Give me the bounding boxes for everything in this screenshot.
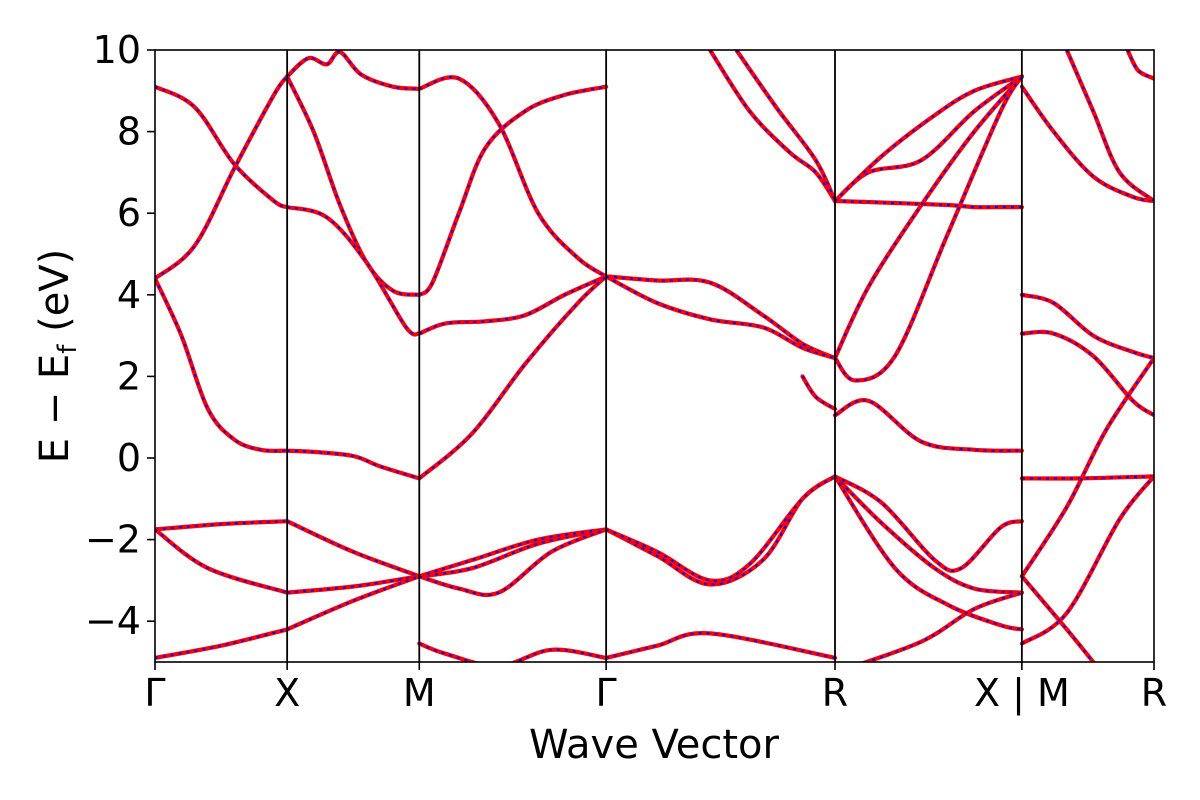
band-line-blue-dashed	[418, 275, 607, 480]
band-line-blue-dashed	[418, 275, 607, 335]
band-line-red	[1019, 292, 1154, 361]
band-line-blue-dashed	[286, 206, 420, 336]
band-line-red	[832, 74, 1024, 204]
x-tick-label: X | M	[974, 671, 1070, 716]
y-tick-label: 10	[93, 28, 141, 72]
band-line-red	[800, 374, 838, 412]
band-line-blue-dashed	[155, 520, 288, 531]
band-line-red	[1019, 574, 1096, 662]
band-line-blue-dashed	[834, 475, 1022, 594]
band-line-red	[285, 448, 422, 481]
band-line-blue-dashed	[1021, 293, 1154, 359]
y-axis: −4 −2 0 2 4 6 8 10	[85, 28, 155, 643]
x-tick-label: Γ	[144, 671, 165, 715]
x-axis: Γ X M Γ R X | M R	[144, 662, 1167, 716]
band-line-red	[155, 627, 290, 660]
band-line-red	[604, 274, 838, 361]
band-line-red	[832, 74, 1024, 383]
band-line-red	[707, 50, 838, 204]
band-line-red	[285, 50, 422, 91]
band-line-red	[604, 274, 838, 361]
band-line-blue-dashed	[286, 575, 420, 631]
band-line-red	[417, 84, 609, 297]
y-tick-label: 2	[117, 354, 141, 398]
band-line-red	[832, 398, 1024, 453]
kpath-vertical-lines	[286, 50, 1023, 662]
band-line-red	[417, 274, 609, 481]
band-line-red	[1125, 50, 1154, 81]
band-line-red	[285, 519, 422, 579]
x-tick-label: X	[274, 671, 300, 715]
band-line-blue-dashed	[605, 475, 836, 582]
band-line-blue-dashed	[155, 528, 288, 594]
band-line-blue-dashed	[287, 449, 420, 480]
band-line-red	[1019, 474, 1154, 646]
x-tick-label: Γ	[596, 671, 617, 715]
x-tick-label: M	[403, 671, 436, 715]
band-line-blue-dashed	[155, 278, 288, 452]
x-axis-title: Wave Vector	[529, 722, 780, 768]
band-line-blue-dashed	[834, 475, 1023, 631]
band-line-blue-dashed	[155, 75, 288, 280]
band-line-red	[1019, 329, 1154, 418]
y-axis-title-main: E − E	[32, 354, 78, 464]
band-line-blue-dashed	[419, 528, 607, 578]
band-line-blue-dashed	[801, 375, 836, 410]
band-line-red	[155, 527, 290, 595]
band-line-blue-dashed	[286, 76, 420, 296]
band-line-blue-dashed	[834, 75, 1023, 359]
y-tick-label: 8	[117, 110, 141, 154]
y-tick-label: 6	[117, 191, 141, 235]
band-line-blue-dashed	[863, 591, 1023, 662]
y-axis-title: E − Ef (eV)	[32, 249, 83, 464]
y-tick-label: −2	[85, 518, 141, 562]
y-tick-label: −4	[85, 599, 141, 643]
x-tick-label: R	[822, 671, 848, 715]
band-line-red	[1019, 355, 1154, 579]
y-axis-title-unit: (eV)	[32, 249, 78, 345]
band-line-blue-dashed	[605, 475, 836, 586]
band-line-blue-dashed	[1021, 475, 1154, 645]
band-line-red	[604, 474, 838, 587]
band-lines	[155, 50, 1154, 662]
band-line-blue-dashed	[418, 85, 607, 296]
band-line-red	[859, 590, 1024, 662]
x-tick-label: R	[1141, 671, 1167, 715]
band-line-blue-dashed	[1021, 357, 1154, 577]
band-line-blue-dashed	[834, 399, 1022, 452]
band-line-red	[604, 631, 838, 660]
band-line-red	[832, 198, 1024, 210]
y-tick-label: 4	[117, 273, 141, 317]
band-line-blue-dashed	[287, 575, 420, 594]
y-tick-label: 0	[117, 436, 141, 480]
band-line-red	[285, 74, 422, 297]
band-line-blue-dashed	[735, 50, 836, 202]
band-line-blue-dashed	[1065, 50, 1154, 202]
band-line-blue-dashed	[834, 75, 1023, 202]
y-axis-title-sub: f	[53, 344, 83, 354]
band-line-blue-dashed	[418, 76, 607, 278]
band-line-blue-dashed	[418, 528, 607, 596]
band-line-blue-dashed	[419, 528, 607, 578]
band-line-blue-dashed	[834, 75, 1023, 202]
band-line-blue-dashed	[709, 50, 836, 202]
band-line-blue-dashed	[286, 520, 420, 578]
band-line-red	[604, 474, 838, 583]
plot-frame	[154, 49, 1155, 663]
band-line-blue-dashed	[418, 642, 607, 662]
band-line-red	[155, 276, 290, 453]
band-line-red	[285, 205, 422, 337]
band-line-blue-dashed	[1021, 86, 1154, 202]
band-line-blue-dashed	[605, 632, 836, 659]
band-line-blue-dashed	[834, 475, 1023, 572]
